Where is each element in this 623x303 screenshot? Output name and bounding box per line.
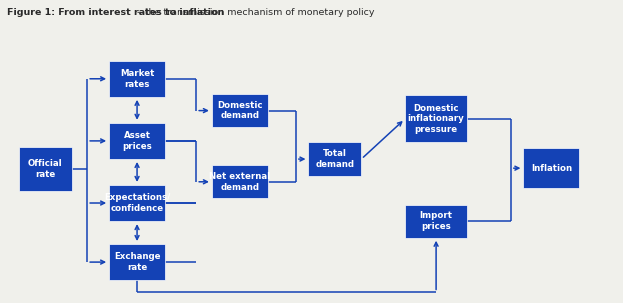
FancyBboxPatch shape (109, 185, 165, 221)
Text: Domestic
inflationary
pressure: Domestic inflationary pressure (407, 104, 465, 134)
FancyBboxPatch shape (405, 95, 467, 142)
Text: Total
demand: Total demand (315, 149, 354, 169)
FancyBboxPatch shape (109, 61, 165, 97)
FancyBboxPatch shape (212, 165, 268, 198)
Text: Figure 1: From interest rates to inflation: Figure 1: From interest rates to inflati… (7, 8, 225, 17)
Text: Expectations/
confidence: Expectations/ confidence (104, 193, 170, 213)
FancyBboxPatch shape (109, 123, 165, 159)
Text: Domestic
demand: Domestic demand (217, 101, 263, 121)
FancyBboxPatch shape (405, 205, 467, 238)
Text: Official
rate: Official rate (28, 159, 62, 179)
Text: Market
rates: Market rates (120, 69, 155, 89)
Text: Asset
prices: Asset prices (122, 131, 152, 151)
FancyBboxPatch shape (212, 94, 268, 127)
Text: – the transmission mechanism of monetary policy: – the transmission mechanism of monetary… (135, 8, 375, 17)
Text: Net external
demand: Net external demand (209, 172, 270, 192)
FancyBboxPatch shape (308, 142, 361, 176)
Text: Exchange
rate: Exchange rate (114, 252, 160, 272)
FancyBboxPatch shape (523, 148, 579, 188)
FancyBboxPatch shape (19, 147, 72, 191)
Text: Inflation: Inflation (531, 164, 572, 173)
FancyBboxPatch shape (109, 244, 165, 280)
Text: Import
prices: Import prices (420, 211, 452, 231)
